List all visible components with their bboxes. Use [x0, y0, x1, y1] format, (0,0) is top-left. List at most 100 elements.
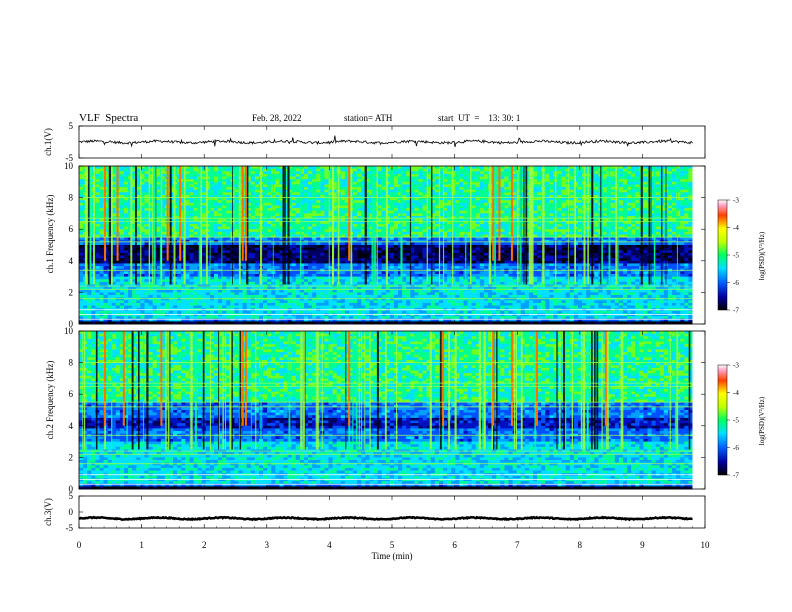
spectrogram-cell	[316, 208, 321, 212]
spectrogram-cell	[537, 208, 542, 212]
spectrogram-cell	[622, 250, 628, 254]
spectrogram-cell	[148, 189, 154, 193]
spectrogram-cell	[353, 229, 358, 233]
spectrogram-cell	[512, 194, 518, 198]
spectrogram-cell	[414, 221, 419, 225]
spectrogram-cell	[365, 181, 370, 185]
spectrogram-cell	[185, 192, 190, 196]
spectrogram-cell	[209, 189, 215, 193]
spectrogram-cell	[655, 197, 661, 201]
spectrogram-cell	[185, 221, 190, 225]
spectrogram-cell	[393, 213, 399, 217]
spectrogram-cell	[467, 218, 473, 222]
spectrogram-cell	[357, 176, 362, 180]
spectrogram-cell	[676, 242, 681, 246]
spectrogram-cell	[250, 245, 256, 249]
spectrogram-cell	[267, 179, 272, 183]
spectrogram-cell	[496, 192, 501, 196]
spectrogram-cell	[459, 245, 464, 249]
spectrogram-cell	[667, 168, 673, 172]
spectrogram-cell	[680, 216, 685, 220]
spectrogram-cell	[672, 202, 677, 206]
spectrogram-cell	[234, 205, 239, 209]
spectrogram-cell	[332, 213, 338, 217]
spectrogram-cell	[140, 187, 145, 191]
spectrogram-cell	[434, 231, 440, 235]
spectrogram-cell	[684, 245, 689, 249]
spectrogram-cell	[312, 166, 317, 170]
spectrogram-cell	[132, 192, 137, 196]
spectrogram-cell	[279, 187, 284, 191]
spectrogram-cell	[79, 168, 84, 172]
spectrogram-cell	[672, 239, 677, 243]
spectrogram-cell	[381, 179, 387, 183]
spectrogram-cell	[549, 181, 554, 185]
spectrogram-cell	[79, 181, 84, 185]
spectrogram-cell	[680, 239, 685, 243]
spectrogram-cell	[160, 210, 166, 214]
spectrogram-cell	[680, 221, 685, 225]
spectrogram-cell	[308, 205, 313, 209]
spectrogram-cell	[451, 208, 456, 212]
spectrogram-cell	[643, 184, 648, 188]
spectrogram-cell	[209, 187, 215, 191]
spectrogram-cell	[308, 189, 313, 193]
spectrogram-cell	[443, 179, 448, 183]
spectrogram-cell	[406, 168, 411, 172]
spectrogram-cell	[254, 223, 260, 227]
spectrogram-cell	[627, 197, 632, 201]
spectrogram-cell	[95, 245, 100, 249]
spectrogram-cell	[635, 231, 640, 235]
spectrogram-cell	[627, 194, 632, 198]
spectrogram-cell	[377, 250, 383, 254]
spectrogram-cell	[443, 205, 448, 209]
spectrogram-cell	[144, 181, 149, 185]
spectrogram-cell	[201, 189, 207, 193]
spectrogram-cell	[443, 192, 448, 196]
spectrogram-cell	[299, 171, 305, 175]
spectrogram-cell	[504, 171, 509, 175]
spectrogram-cell	[467, 173, 473, 177]
spectrogram-cell	[635, 202, 640, 206]
spectrogram-cell	[393, 247, 399, 251]
spectrogram-cell	[144, 218, 149, 222]
spectrogram-cell	[631, 168, 636, 172]
spectrogram-cell	[242, 179, 248, 183]
spectrogram-cell	[332, 173, 338, 177]
spectrogram-cell	[234, 210, 239, 214]
spectrogram-cell	[512, 176, 518, 180]
spectrogram-cell	[209, 166, 215, 170]
spectrogram-cell	[577, 239, 583, 243]
spectrogram-cell	[684, 229, 689, 233]
spectrogram-cell	[504, 229, 509, 233]
spectrogram-cell	[226, 226, 231, 230]
spectrogram-cell	[602, 213, 607, 217]
spectrogram-cell	[672, 197, 677, 201]
spectrogram-cell	[688, 218, 693, 222]
spectrogram-cell	[475, 245, 481, 249]
spectrogram-cell	[418, 245, 423, 249]
spectrogram-cell	[160, 168, 166, 172]
spectrogram-cell	[500, 250, 505, 254]
spectrogram-cell	[545, 221, 550, 225]
spectrogram-cell	[389, 197, 395, 201]
spectrogram-cell	[455, 216, 460, 220]
spectrogram-cell	[111, 221, 117, 225]
spectrogram-cell	[185, 237, 190, 241]
spectrogram-cell	[185, 200, 190, 204]
spectrogram-cell	[684, 184, 689, 188]
spectrogram-cell	[340, 213, 346, 217]
spectrogram-cell	[381, 221, 387, 225]
spectrogram-cell	[111, 171, 117, 175]
spectrogram-cell	[299, 176, 305, 180]
spectrogram-cell	[267, 181, 272, 185]
spectrogram-cell	[475, 187, 481, 191]
spectrogram-cell	[475, 176, 481, 180]
spectrogram-cell	[618, 192, 624, 196]
spectrogram-cell	[267, 208, 272, 212]
spectrogram-cell	[279, 202, 284, 206]
spectrogram-cell	[213, 213, 219, 217]
spectrogram-cell	[479, 176, 485, 180]
spectrogram-cell	[451, 189, 456, 193]
